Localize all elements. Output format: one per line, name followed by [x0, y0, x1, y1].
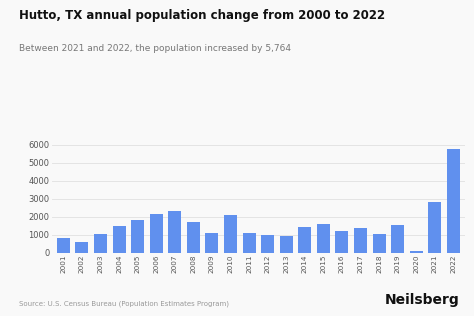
- Text: Neilsberg: Neilsberg: [385, 293, 460, 307]
- Bar: [391, 225, 404, 253]
- Bar: [298, 227, 311, 253]
- Bar: [336, 231, 348, 253]
- Bar: [280, 235, 292, 253]
- Bar: [112, 226, 126, 253]
- Bar: [224, 215, 237, 253]
- Bar: [373, 234, 385, 253]
- Bar: [205, 233, 219, 253]
- Text: Between 2021 and 2022, the population increased by 5,764: Between 2021 and 2022, the population in…: [19, 44, 291, 53]
- Bar: [131, 221, 144, 253]
- Bar: [410, 251, 423, 253]
- Bar: [187, 222, 200, 253]
- Bar: [428, 202, 441, 253]
- Bar: [75, 242, 88, 253]
- Bar: [447, 149, 460, 253]
- Bar: [150, 214, 163, 253]
- Bar: [94, 234, 107, 253]
- Bar: [168, 211, 181, 253]
- Bar: [243, 233, 255, 253]
- Bar: [261, 235, 274, 253]
- Bar: [57, 238, 70, 253]
- Bar: [354, 228, 367, 253]
- Text: Hutto, TX annual population change from 2000 to 2022: Hutto, TX annual population change from …: [19, 9, 385, 22]
- Bar: [317, 224, 330, 253]
- Text: Source: U.S. Census Bureau (Population Estimates Program): Source: U.S. Census Bureau (Population E…: [19, 300, 229, 307]
